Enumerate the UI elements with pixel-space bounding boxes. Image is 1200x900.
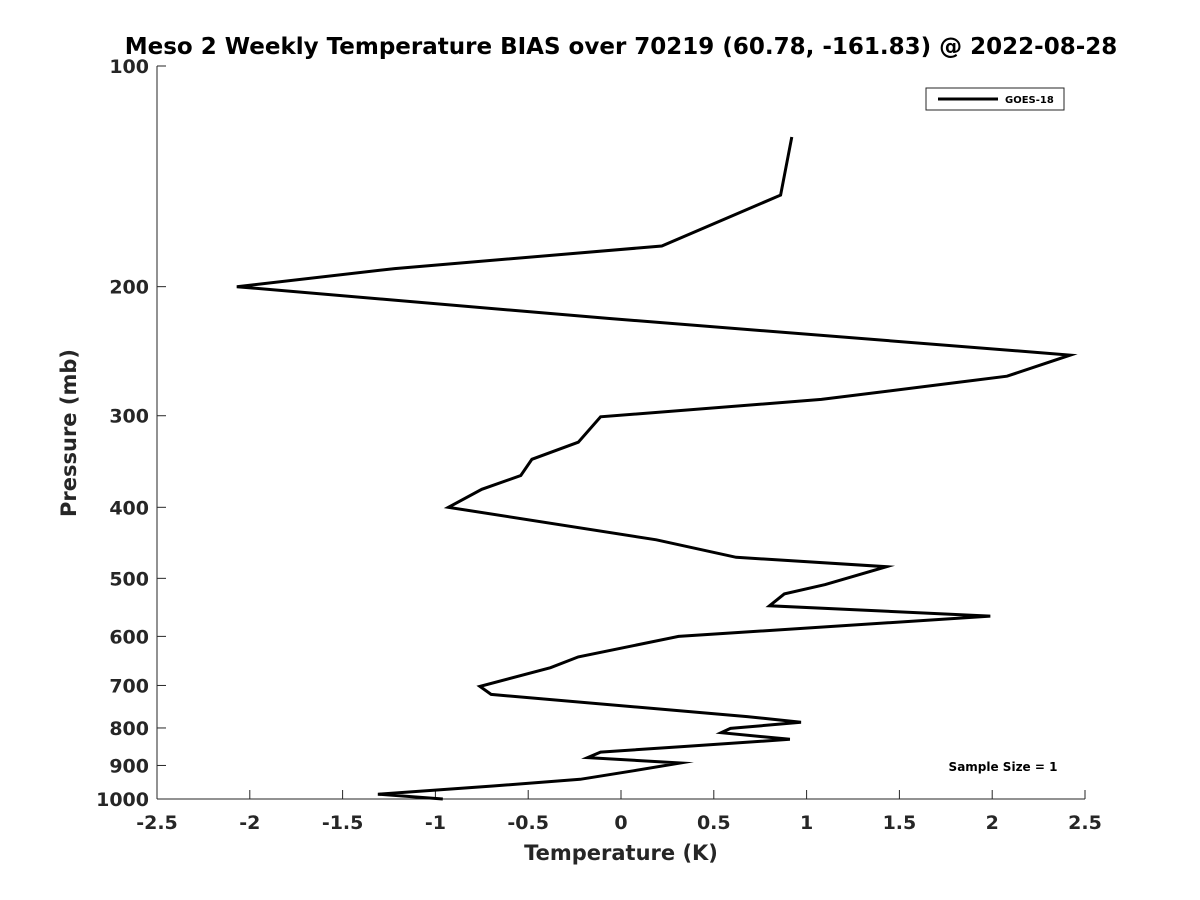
- y-tick-label: 100: [109, 56, 149, 78]
- x-tick-label: -2.5: [136, 812, 178, 834]
- x-tick-label: 0.5: [697, 812, 731, 834]
- y-tick-label: 500: [109, 568, 149, 590]
- y-tick-label: 200: [109, 277, 149, 299]
- y-axis-label: Pressure (mb): [57, 349, 81, 517]
- sample-size-annotation: Sample Size = 1: [949, 760, 1058, 774]
- x-tick-label: -1.5: [322, 812, 364, 834]
- series-layer: [236, 136, 1078, 801]
- x-tick-label: 0: [614, 812, 627, 834]
- y-tick-label: 300: [109, 406, 149, 428]
- y-axis-ticks: 100 200 300 400 500 600 700 800 900 1000: [96, 56, 166, 811]
- x-tick-label: -2: [239, 812, 260, 834]
- y-tick-label: 600: [109, 626, 149, 648]
- x-tick-label: -0.5: [507, 812, 549, 834]
- x-tick-label: 1: [800, 812, 813, 834]
- x-tick-label: 2.5: [1068, 812, 1102, 834]
- series-line-goes-18: [236, 136, 1078, 801]
- y-tick-label: 400: [109, 497, 149, 519]
- x-axis-label: Temperature (K): [524, 841, 718, 865]
- legend-entry-goes-18: GOES-18: [1005, 95, 1054, 106]
- chart-title: Meso 2 Weekly Temperature BIAS over 7021…: [125, 34, 1118, 60]
- x-tick-label: 2: [986, 812, 999, 834]
- legend: GOES-18: [925, 87, 1065, 111]
- y-tick-label: 1000: [96, 789, 149, 811]
- y-tick-label: 900: [109, 755, 149, 777]
- x-tick-label: 1.5: [883, 812, 917, 834]
- x-axis-ticks: -2.5 -2 -1.5 -1 -0.5 0 0.5 1 1.5 2 2.5: [136, 790, 1102, 834]
- y-tick-label: 700: [109, 675, 149, 697]
- y-tick-label: 800: [109, 718, 149, 740]
- x-tick-label: -1: [425, 812, 446, 834]
